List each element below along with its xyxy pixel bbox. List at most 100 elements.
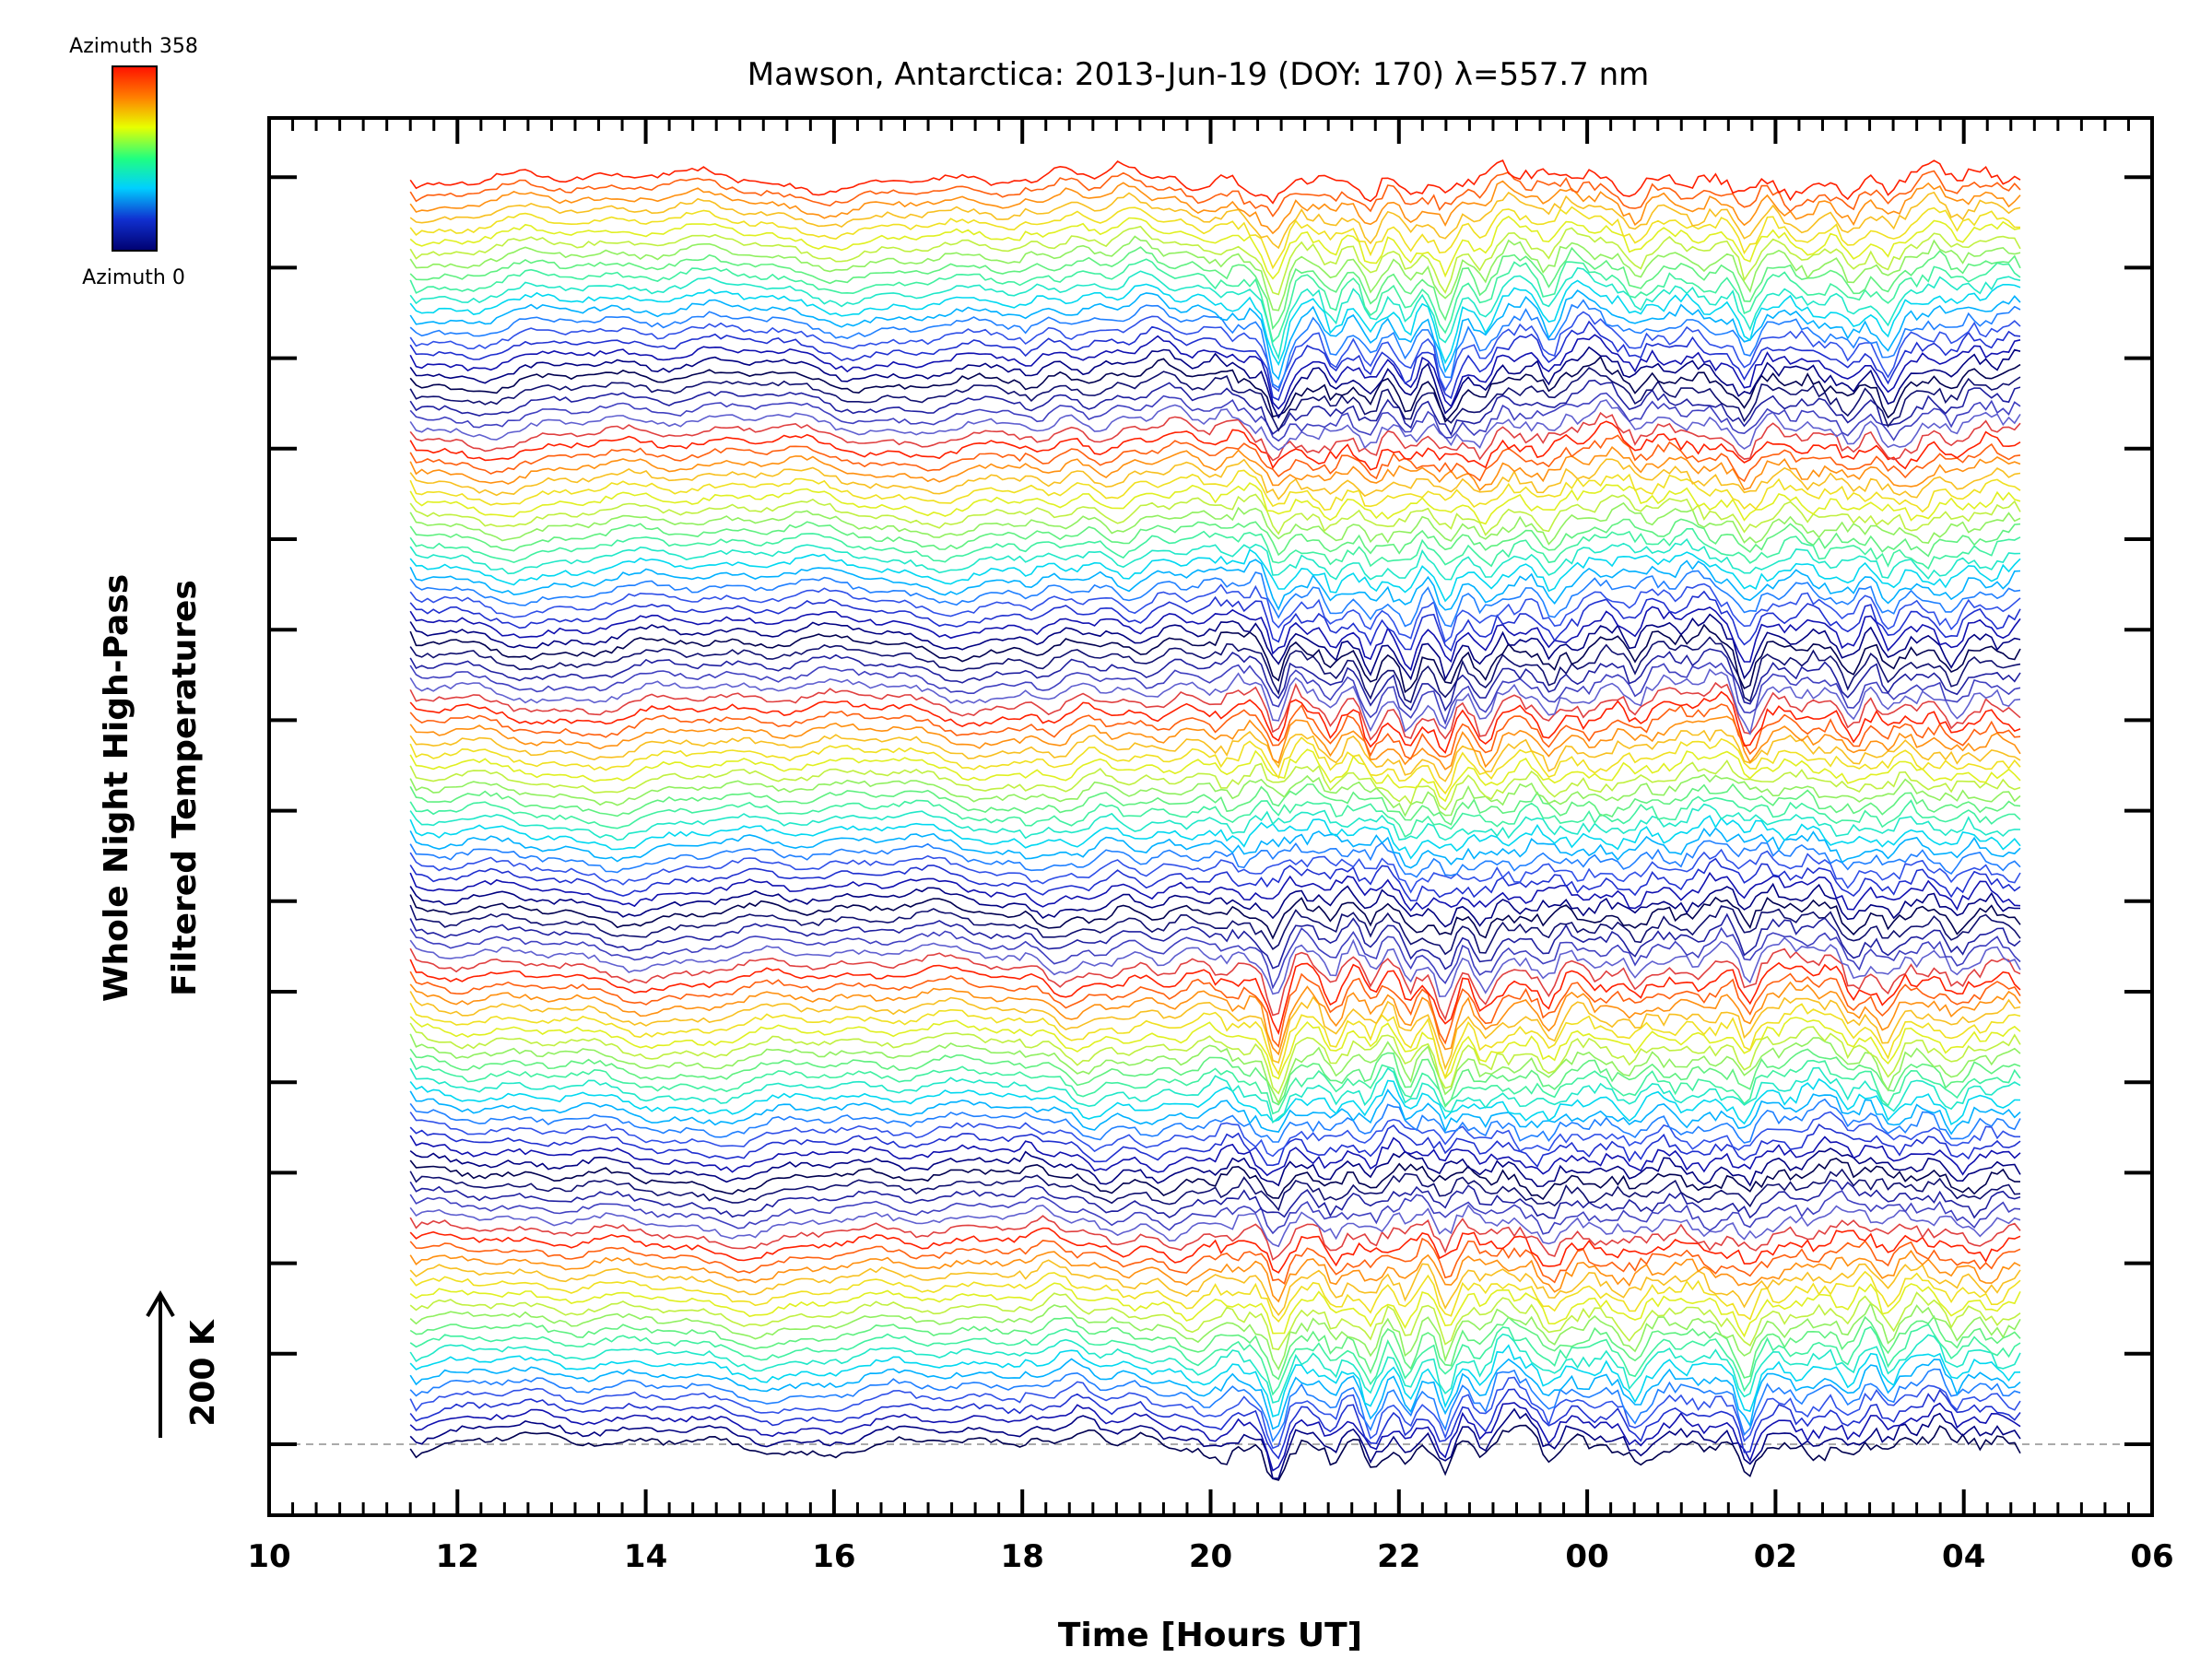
series-line [409,170,2021,218]
series-line [409,1048,2021,1109]
series-line [409,795,2021,839]
series-line [409,216,2021,280]
series-line [409,947,2021,1021]
series-line [409,528,2021,571]
series-line [409,266,2021,360]
series-line [409,1033,2021,1105]
series-line [409,548,2021,603]
x-tick-label: 02 [1754,1538,1797,1575]
series-line [409,346,2021,419]
series-line [409,590,2021,653]
series-line [409,379,2021,437]
series-line [409,1249,2021,1303]
series-line [409,458,2021,500]
scale-indicator: 200 K [146,1290,222,1438]
series-line [409,1333,2021,1404]
series-line [409,871,2021,912]
y-axis-label-line1: Whole Night High-Pass [98,574,135,1002]
x-tick-label: 06 [2130,1538,2173,1575]
series-line [409,493,2021,536]
x-tick-label: 18 [1001,1538,1044,1575]
series-line [409,482,2021,525]
series-line [409,1344,2021,1418]
series-line [409,1388,2021,1460]
plot-area [267,116,2154,1517]
axis-ticks [267,118,2154,1515]
x-tick-label: 04 [1942,1538,1985,1575]
series-line [409,1168,2021,1212]
series-line [409,991,2021,1071]
series-line [409,1002,2021,1079]
series-line [409,279,2021,367]
series-line [409,366,2021,432]
series-line [409,582,2021,643]
series-line [409,1314,2021,1381]
series-line [409,289,2021,381]
x-tick-label: 00 [1565,1538,1608,1575]
series-line [409,1407,2021,1479]
series-line [409,1190,2021,1235]
series-line [409,773,2021,818]
series-line [409,420,2021,471]
series-line [409,1066,2021,1124]
series-line [409,225,2021,296]
series-line [409,246,2021,331]
series-line [409,1300,2021,1371]
stacked-lines [409,159,2021,1481]
series-line [409,191,2021,250]
colorbar-top-label: Azimuth 358 [69,35,198,58]
series-line [409,936,2021,998]
series-line [409,606,2021,672]
colorbar: Azimuth 358 Azimuth 0 [69,35,198,289]
series-line [409,299,2021,389]
series-line [409,1016,2021,1080]
series-line [409,803,2021,841]
series-line [409,1402,2021,1472]
series-line [409,729,2021,782]
series-line [409,469,2021,513]
series-line [409,392,2021,442]
series-line [409,559,2021,611]
series-line [409,857,2021,902]
series-line [409,1179,2021,1219]
series-line [409,1204,2021,1248]
series-line [409,159,2021,205]
series-line [409,1424,2021,1481]
series-line [409,636,2021,704]
series-line [409,1282,2021,1338]
series-line [409,613,2021,681]
series-line [409,1123,2021,1169]
series-line [409,1022,2021,1095]
x-tick-label: 10 [247,1538,290,1575]
series-line [409,748,2021,803]
series-line [409,501,2021,546]
series-line [409,904,2021,956]
series-line [409,912,2021,971]
series-line [409,1098,2021,1144]
scale-arrow-head [146,1290,175,1318]
series-line [409,1291,2021,1351]
series-line [409,206,2021,270]
x-tick-label: 20 [1189,1538,1232,1575]
y-axis-label-line2: Filtered Temperatures [166,580,204,996]
series-line [409,971,2021,1049]
series-line [409,180,2021,235]
colorbar-gradient [112,65,158,252]
series-line [409,434,2021,483]
series-line [409,320,2021,402]
x-tick-label: 16 [812,1538,855,1575]
series-line [409,1077,2021,1125]
series-line [409,782,2021,826]
series-line [409,411,2021,462]
series-line [409,334,2021,410]
series-line [409,1158,2020,1201]
series-line [409,1088,2021,1135]
series-line [409,926,2021,990]
series-line [409,537,2021,581]
series-line [409,648,2021,712]
series-line [409,311,2021,393]
series-line [409,882,2020,928]
chart-title: Mawson, Antarctica: 2013-Jun-19 (DOY: 17… [747,56,1650,93]
series-line [409,1057,2021,1115]
